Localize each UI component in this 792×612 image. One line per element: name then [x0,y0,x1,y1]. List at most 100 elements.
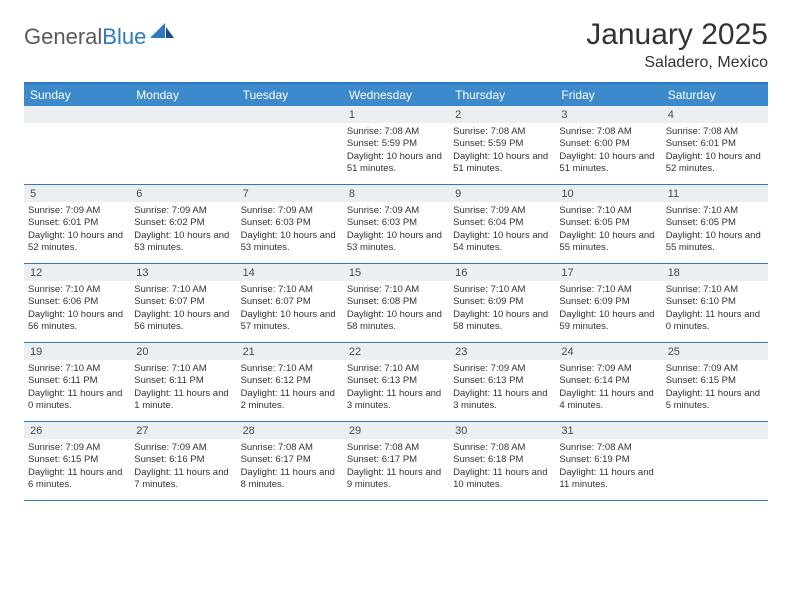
daylight-text: Daylight: 10 hours and 55 minutes. [666,230,764,255]
sunrise-text: Sunrise: 7:09 AM [347,205,445,217]
sunrise-text: Sunrise: 7:10 AM [241,284,339,296]
day-body: Sunrise: 7:08 AMSunset: 6:19 PMDaylight:… [555,439,661,495]
sunrise-text: Sunrise: 7:10 AM [347,363,445,375]
day-cell: 27Sunrise: 7:09 AMSunset: 6:16 PMDayligh… [130,422,236,500]
sunset-text: Sunset: 6:17 PM [241,454,339,466]
sunset-text: Sunset: 6:18 PM [453,454,551,466]
daylight-text: Daylight: 10 hours and 51 minutes. [347,151,445,176]
sunset-text: Sunset: 6:17 PM [347,454,445,466]
sunset-text: Sunset: 6:09 PM [453,296,551,308]
day-body: Sunrise: 7:09 AMSunset: 6:16 PMDaylight:… [130,439,236,495]
daylight-text: Daylight: 11 hours and 4 minutes. [559,388,657,413]
sunset-text: Sunset: 6:00 PM [559,138,657,150]
day-cell: 6Sunrise: 7:09 AMSunset: 6:02 PMDaylight… [130,185,236,263]
day-body: Sunrise: 7:09 AMSunset: 6:01 PMDaylight:… [24,202,130,258]
day-number: 24 [555,343,661,360]
daylight-text: Daylight: 10 hours and 52 minutes. [28,230,126,255]
day-body: Sunrise: 7:10 AMSunset: 6:05 PMDaylight:… [555,202,661,258]
day-body: Sunrise: 7:08 AMSunset: 6:00 PMDaylight:… [555,123,661,179]
day-cell: 8Sunrise: 7:09 AMSunset: 6:03 PMDaylight… [343,185,449,263]
daylight-text: Daylight: 10 hours and 55 minutes. [559,230,657,255]
day-body: Sunrise: 7:10 AMSunset: 6:13 PMDaylight:… [343,360,449,416]
day-body: Sunrise: 7:08 AMSunset: 5:59 PMDaylight:… [449,123,555,179]
sunset-text: Sunset: 6:01 PM [28,217,126,229]
sunrise-text: Sunrise: 7:10 AM [559,284,657,296]
dow-tuesday: Tuesday [237,84,343,106]
day-cell: 14Sunrise: 7:10 AMSunset: 6:07 PMDayligh… [237,264,343,342]
brand-text: GeneralBlue [24,24,146,50]
day-body: Sunrise: 7:10 AMSunset: 6:11 PMDaylight:… [24,360,130,416]
day-cell: 26Sunrise: 7:09 AMSunset: 6:15 PMDayligh… [24,422,130,500]
day-number: 25 [662,343,768,360]
day-cell: 3Sunrise: 7:08 AMSunset: 6:00 PMDaylight… [555,106,661,184]
day-number: 11 [662,185,768,202]
dow-saturday: Saturday [662,84,768,106]
day-body: Sunrise: 7:09 AMSunset: 6:03 PMDaylight:… [343,202,449,258]
day-number [24,106,130,123]
day-body: Sunrise: 7:08 AMSunset: 5:59 PMDaylight:… [343,123,449,179]
day-body: Sunrise: 7:10 AMSunset: 6:06 PMDaylight:… [24,281,130,337]
day-cell: 2Sunrise: 7:08 AMSunset: 5:59 PMDaylight… [449,106,555,184]
month-title: January 2025 [586,18,768,52]
daylight-text: Daylight: 10 hours and 56 minutes. [28,309,126,334]
day-number: 2 [449,106,555,123]
daylight-text: Daylight: 11 hours and 2 minutes. [241,388,339,413]
week-row: 5Sunrise: 7:09 AMSunset: 6:01 PMDaylight… [24,185,768,264]
sunset-text: Sunset: 6:11 PM [28,375,126,387]
daylight-text: Daylight: 11 hours and 3 minutes. [347,388,445,413]
day-number: 15 [343,264,449,281]
daylight-text: Daylight: 11 hours and 8 minutes. [241,467,339,492]
day-number: 22 [343,343,449,360]
sunrise-text: Sunrise: 7:10 AM [28,363,126,375]
day-number: 23 [449,343,555,360]
sunset-text: Sunset: 6:15 PM [28,454,126,466]
day-body: Sunrise: 7:10 AMSunset: 6:09 PMDaylight:… [555,281,661,337]
daylight-text: Daylight: 10 hours and 52 minutes. [666,151,764,176]
day-body: Sunrise: 7:08 AMSunset: 6:17 PMDaylight:… [343,439,449,495]
day-number: 7 [237,185,343,202]
day-body: Sunrise: 7:10 AMSunset: 6:11 PMDaylight:… [130,360,236,416]
location-label: Saladero, Mexico [586,54,768,72]
day-cell [130,106,236,184]
day-cell: 11Sunrise: 7:10 AMSunset: 6:05 PMDayligh… [662,185,768,263]
day-body: Sunrise: 7:08 AMSunset: 6:01 PMDaylight:… [662,123,768,179]
daylight-text: Daylight: 11 hours and 0 minutes. [28,388,126,413]
brand-part1: General [24,24,102,49]
day-cell: 5Sunrise: 7:09 AMSunset: 6:01 PMDaylight… [24,185,130,263]
day-body [662,439,768,446]
daylight-text: Daylight: 11 hours and 9 minutes. [347,467,445,492]
day-cell: 15Sunrise: 7:10 AMSunset: 6:08 PMDayligh… [343,264,449,342]
sunrise-text: Sunrise: 7:10 AM [134,284,232,296]
daylight-text: Daylight: 11 hours and 7 minutes. [134,467,232,492]
daylight-text: Daylight: 11 hours and 1 minute. [134,388,232,413]
sunrise-text: Sunrise: 7:08 AM [666,126,764,138]
calendar-grid: Sunday Monday Tuesday Wednesday Thursday… [24,82,768,501]
day-number: 26 [24,422,130,439]
sunset-text: Sunset: 6:04 PM [453,217,551,229]
day-body: Sunrise: 7:08 AMSunset: 6:17 PMDaylight:… [237,439,343,495]
sunrise-text: Sunrise: 7:10 AM [666,284,764,296]
daylight-text: Daylight: 10 hours and 59 minutes. [559,309,657,334]
sunset-text: Sunset: 6:19 PM [559,454,657,466]
day-body: Sunrise: 7:09 AMSunset: 6:02 PMDaylight:… [130,202,236,258]
sunset-text: Sunset: 6:13 PM [347,375,445,387]
day-cell: 12Sunrise: 7:10 AMSunset: 6:06 PMDayligh… [24,264,130,342]
sunset-text: Sunset: 6:14 PM [559,375,657,387]
day-body [130,123,236,130]
day-cell [662,422,768,500]
sunrise-text: Sunrise: 7:09 AM [453,363,551,375]
day-body: Sunrise: 7:10 AMSunset: 6:05 PMDaylight:… [662,202,768,258]
week-row: 1Sunrise: 7:08 AMSunset: 5:59 PMDaylight… [24,106,768,185]
sunset-text: Sunset: 6:02 PM [134,217,232,229]
dow-thursday: Thursday [449,84,555,106]
day-cell: 29Sunrise: 7:08 AMSunset: 6:17 PMDayligh… [343,422,449,500]
day-cell: 9Sunrise: 7:09 AMSunset: 6:04 PMDaylight… [449,185,555,263]
day-number: 12 [24,264,130,281]
day-cell: 16Sunrise: 7:10 AMSunset: 6:09 PMDayligh… [449,264,555,342]
daylight-text: Daylight: 11 hours and 10 minutes. [453,467,551,492]
sunrise-text: Sunrise: 7:08 AM [559,126,657,138]
day-number: 6 [130,185,236,202]
day-cell: 1Sunrise: 7:08 AMSunset: 5:59 PMDaylight… [343,106,449,184]
daylight-text: Daylight: 10 hours and 58 minutes. [453,309,551,334]
sunrise-text: Sunrise: 7:09 AM [134,442,232,454]
